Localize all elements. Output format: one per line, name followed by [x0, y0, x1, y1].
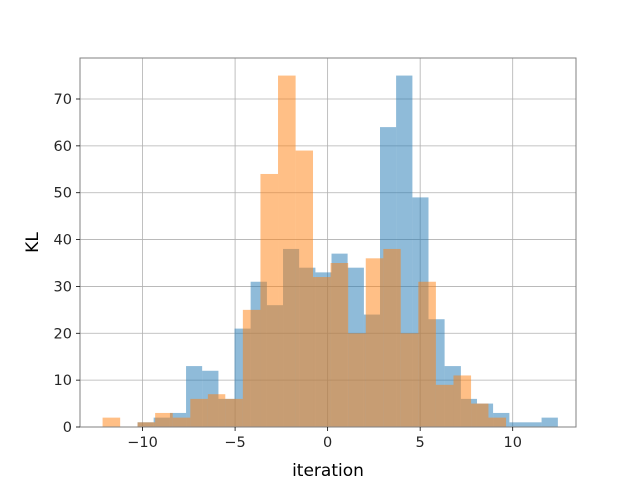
histogram-bar: [155, 412, 173, 427]
x-tick-label: 10: [503, 435, 521, 451]
histogram-bar: [295, 150, 314, 428]
histogram-bar: [348, 333, 366, 427]
histogram-bar: [453, 375, 472, 427]
y-tick-label: 60: [54, 139, 72, 155]
y-tick-label: 70: [54, 92, 72, 108]
x-tick-label: 0: [323, 435, 332, 451]
histogram-bar: [137, 422, 156, 427]
x-tick-label: −5: [224, 435, 245, 451]
histogram-bar: [435, 384, 454, 427]
y-tick-label: 40: [54, 233, 72, 249]
x-axis-label: iteration: [292, 461, 364, 480]
histogram-bar: [365, 258, 384, 427]
histogram-bar: [383, 248, 401, 427]
histogram-bar: [541, 417, 558, 427]
histogram-bar: [225, 398, 243, 427]
histogram-bar: [488, 417, 507, 427]
x-tick-label: 5: [416, 435, 425, 451]
histogram-bar: [278, 75, 296, 428]
histogram-bar: [172, 417, 191, 427]
bars: [102, 75, 558, 428]
y-tick-label: 20: [54, 326, 72, 342]
histogram-bar: [509, 422, 526, 427]
y-axis-label: KL: [23, 232, 43, 253]
histogram-bar: [525, 422, 542, 427]
histogram-bar: [260, 173, 279, 427]
ticks: −10 −5 0 5 10 0 10 20 30 40 50 60 70: [54, 92, 522, 451]
histogram-bar: [242, 309, 261, 427]
x-tick-label: −10: [127, 435, 158, 451]
histogram-bar: [330, 263, 349, 427]
histogram-bar: [471, 403, 489, 427]
histogram-bar: [190, 398, 208, 427]
histogram-bar: [400, 333, 419, 427]
y-tick-label: 0: [63, 420, 72, 436]
histogram-bar: [207, 394, 226, 427]
histogram-bar: [418, 281, 436, 427]
y-tick-label: 30: [54, 279, 72, 295]
histogram-bar: [313, 277, 331, 427]
y-tick-label: 50: [54, 186, 72, 202]
histogram-bar: [102, 417, 121, 427]
y-tick-label: 10: [54, 373, 72, 389]
